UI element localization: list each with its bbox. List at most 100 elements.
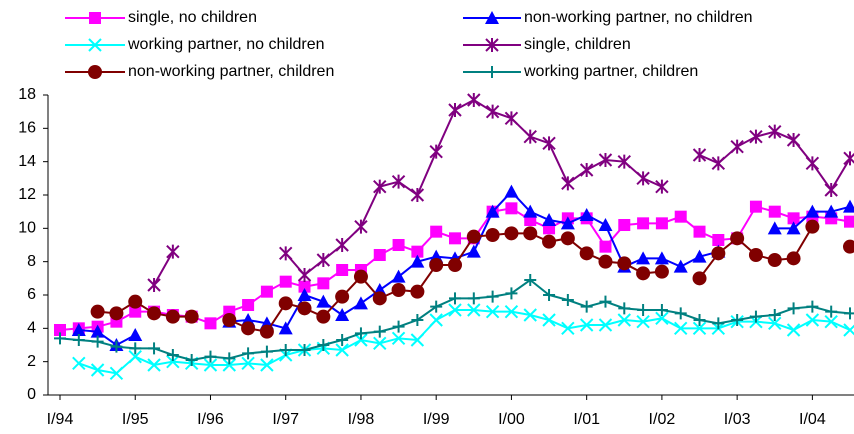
marker	[298, 280, 311, 293]
marker	[805, 313, 820, 327]
marker	[730, 231, 745, 246]
marker	[674, 307, 687, 320]
x-tick-label: I/00	[498, 411, 525, 428]
marker	[391, 269, 406, 283]
marker	[430, 300, 443, 313]
marker	[654, 251, 669, 265]
marker	[354, 333, 368, 347]
marker	[599, 240, 612, 253]
marker	[485, 304, 500, 319]
marker	[411, 314, 424, 326]
marker	[618, 219, 631, 231]
marker	[692, 249, 707, 263]
marker	[824, 314, 838, 329]
marker	[204, 317, 217, 330]
marker	[579, 246, 594, 261]
marker	[373, 325, 386, 338]
marker	[165, 309, 180, 324]
marker	[712, 234, 725, 246]
marker	[560, 231, 575, 246]
marker	[598, 254, 613, 269]
marker	[768, 316, 782, 331]
marker	[166, 354, 180, 369]
marker	[88, 38, 102, 52]
marker	[805, 204, 820, 218]
marker	[712, 317, 725, 330]
marker	[580, 300, 593, 313]
marker	[598, 153, 613, 167]
marker	[222, 313, 237, 327]
marker	[561, 294, 574, 306]
marker	[767, 253, 782, 267]
marker	[543, 289, 556, 301]
marker	[297, 288, 312, 301]
marker	[241, 356, 255, 371]
marker	[391, 283, 406, 297]
marker	[147, 306, 162, 321]
marker	[523, 129, 537, 144]
marker	[260, 345, 273, 358]
marker	[844, 307, 854, 320]
y-tick-label: 14	[18, 153, 36, 170]
marker	[336, 334, 349, 346]
marker	[448, 103, 462, 117]
marker	[485, 228, 500, 242]
marker	[373, 336, 387, 351]
x-tick-label: I/02	[649, 411, 676, 428]
marker	[617, 256, 632, 271]
marker	[242, 299, 255, 311]
marker	[505, 287, 518, 300]
marker	[805, 219, 820, 234]
marker	[316, 253, 331, 267]
legend-label: working partner, children	[523, 63, 698, 80]
marker	[504, 184, 519, 198]
x-tick-label: I/03	[724, 411, 751, 428]
marker	[297, 301, 312, 316]
marker	[786, 251, 801, 266]
marker	[636, 171, 650, 186]
marker	[241, 321, 256, 336]
marker	[316, 294, 331, 308]
marker	[542, 313, 556, 327]
marker	[297, 268, 312, 282]
marker	[372, 291, 387, 306]
marker	[655, 304, 668, 316]
marker	[504, 304, 519, 319]
marker	[391, 331, 406, 346]
legend-label: working partner, no children	[127, 36, 325, 53]
marker	[824, 204, 839, 218]
y-tick-label: 10	[18, 220, 36, 237]
marker	[617, 313, 631, 327]
marker	[147, 358, 161, 372]
marker	[279, 246, 293, 261]
marker	[129, 342, 142, 355]
marker	[673, 259, 688, 273]
marker	[542, 234, 557, 249]
marker	[278, 321, 293, 335]
marker	[448, 303, 462, 317]
marker	[486, 290, 499, 303]
marker	[674, 321, 688, 336]
marker	[844, 215, 854, 228]
marker	[654, 264, 669, 279]
marker	[843, 151, 854, 166]
marker	[166, 349, 179, 361]
marker	[353, 296, 368, 310]
marker	[90, 304, 105, 319]
marker	[693, 314, 706, 326]
marker	[467, 303, 481, 317]
marker	[711, 246, 726, 261]
x-tick-label: I/98	[348, 411, 375, 428]
legend-label: single, children	[524, 36, 631, 53]
marker	[392, 239, 405, 251]
y-tick-label: 2	[27, 353, 36, 370]
marker	[523, 226, 538, 241]
marker	[730, 139, 744, 154]
marker	[523, 204, 538, 218]
marker	[805, 156, 820, 171]
marker	[260, 358, 274, 372]
x-tick-label: I/99	[423, 411, 450, 428]
marker	[824, 183, 838, 197]
marker	[598, 318, 613, 332]
marker	[749, 200, 762, 213]
